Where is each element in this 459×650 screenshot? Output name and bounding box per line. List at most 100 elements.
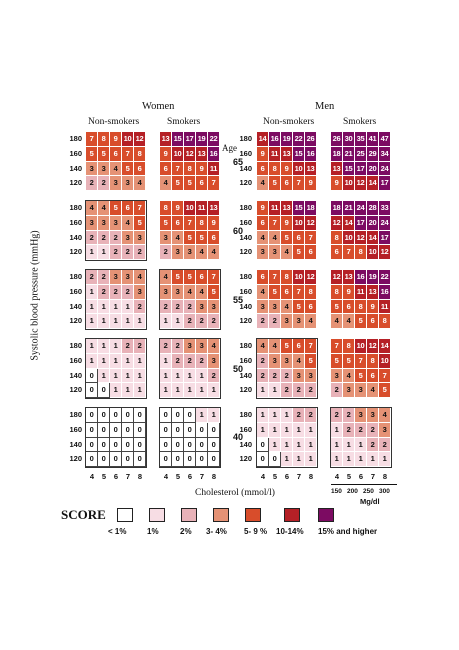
score-cell: 41: [367, 132, 379, 147]
score-cell: 9: [257, 201, 269, 216]
score-cell: 18: [331, 146, 343, 162]
bp-row-label: 160: [69, 148, 82, 158]
women-nonsmokers-panel-age-65: 7 8 9 10 12 5 5 6 7 8 3 3 4 5 6 2 2 3 3 4: [86, 132, 146, 191]
score-cell: 2: [257, 353, 269, 369]
bp-row-label: 120: [239, 247, 252, 257]
score-cell: 1: [269, 437, 281, 453]
score-cell: 6: [257, 270, 269, 285]
score-cell: 3: [208, 299, 220, 315]
score-cell: 1: [172, 314, 184, 329]
score-cell: 2: [367, 422, 379, 438]
score-cell: 2: [343, 408, 355, 423]
score-cell: 1: [110, 353, 122, 369]
men-nonsmokers-header: Non-smokers: [263, 117, 315, 127]
score-cell: 1: [86, 299, 98, 315]
score-cell: 3: [172, 245, 184, 260]
score-cell: 1: [269, 408, 281, 423]
score-cell: 0: [122, 452, 134, 467]
score-cell: 5: [208, 284, 220, 300]
cholesterol-tick-label: 6: [187, 472, 193, 481]
score-cell: 9: [367, 299, 379, 315]
score-cell: 30: [343, 132, 355, 147]
score-cell: 5: [196, 230, 208, 246]
score-cell: 3: [293, 314, 305, 329]
bp-row-label: 180: [239, 203, 252, 212]
score-cell: 1: [281, 422, 293, 438]
legend-swatch: [318, 508, 334, 522]
score-cell: 10: [343, 230, 355, 246]
score-cell: 3: [122, 230, 134, 246]
score-cell: 6: [208, 230, 220, 246]
score-cell: 2: [172, 353, 184, 369]
score-cell: 5: [172, 176, 184, 191]
score-cell: 3: [160, 284, 172, 300]
score-cell: 6: [196, 176, 208, 191]
score-cell: 2: [208, 368, 220, 384]
score-cell: 8: [355, 299, 367, 315]
score-cell: 7: [331, 339, 343, 354]
score-cell: 0: [98, 437, 110, 453]
score-cell: 17: [355, 215, 367, 231]
score-cell: 6: [281, 284, 293, 300]
score-cell: 4: [257, 284, 269, 300]
score-cell: 1: [110, 299, 122, 315]
score-cell: 3: [196, 339, 208, 354]
score-cell: 0: [110, 408, 122, 423]
score-cell: 2: [281, 383, 293, 398]
score-cell: 5: [355, 314, 367, 329]
score-cell: 21: [343, 201, 355, 216]
score-cell: 1: [208, 408, 220, 423]
score-cell: 1: [343, 452, 355, 467]
score-cell: 4: [160, 176, 172, 191]
score-cell: 4: [196, 245, 208, 260]
score-cell: 12: [367, 339, 379, 354]
score-cell: 13: [281, 201, 293, 216]
score-cell: 11: [269, 146, 281, 162]
score-cell: 5: [331, 299, 343, 315]
score-cell: 4: [98, 201, 110, 216]
score-cell: 3: [134, 230, 146, 246]
score-cell: 13: [281, 146, 293, 162]
score-cell: 0: [110, 452, 122, 467]
score-cell: 6: [257, 161, 269, 177]
score-cell: 3: [355, 408, 367, 423]
score-cell: 1: [305, 422, 317, 438]
bp-row-label: 140: [239, 232, 252, 242]
score-cell: 2: [86, 230, 98, 246]
score-cell: 0: [184, 422, 196, 438]
women-smokers-panel-age-60: 8 9 10 11 13 5 6 7 8 9 3 4 5 5 6 2 3 3 4 4: [160, 201, 220, 260]
score-cell: 2: [98, 284, 110, 300]
score-cell: 1: [343, 437, 355, 453]
bp-row-label: 160: [69, 286, 82, 296]
score-cell: 16: [379, 284, 391, 300]
score-cell: 4: [172, 230, 184, 246]
cholesterol-tick-label: 8: [211, 472, 217, 481]
score-cell: 5: [293, 245, 305, 260]
score-cell: 0: [110, 437, 122, 453]
score-cell: 4: [208, 245, 220, 260]
score-cell: 13: [196, 146, 208, 162]
score-cell: 6: [293, 339, 305, 354]
score-cell: 1: [122, 383, 134, 398]
score-cell: 6: [367, 368, 379, 384]
age-header: Age: [222, 143, 237, 153]
score-cell: 3: [257, 299, 269, 315]
score-cell: 4: [293, 353, 305, 369]
score-cell: 8: [160, 201, 172, 216]
score-cell: 5: [184, 270, 196, 285]
score-cell: 1: [196, 408, 208, 423]
score-cell: 8: [134, 146, 146, 162]
score-cell: 2: [293, 408, 305, 423]
cholesterol-tick-label: 8: [308, 472, 314, 481]
score-cell: 4: [367, 383, 379, 398]
score-cell: 5: [331, 353, 343, 369]
score-cell: 0: [160, 437, 172, 453]
score-cell: 2: [281, 368, 293, 384]
score-cell: 5: [281, 339, 293, 354]
score-cell: 1: [160, 368, 172, 384]
score-cell: 4: [134, 270, 146, 285]
bp-row-label: 180: [69, 410, 82, 419]
men-smokers-panel-age-55: 12 13 16 19 22 8 9 11 13 16 5 6 8 9 11 4 4 5 6 8: [331, 270, 391, 329]
